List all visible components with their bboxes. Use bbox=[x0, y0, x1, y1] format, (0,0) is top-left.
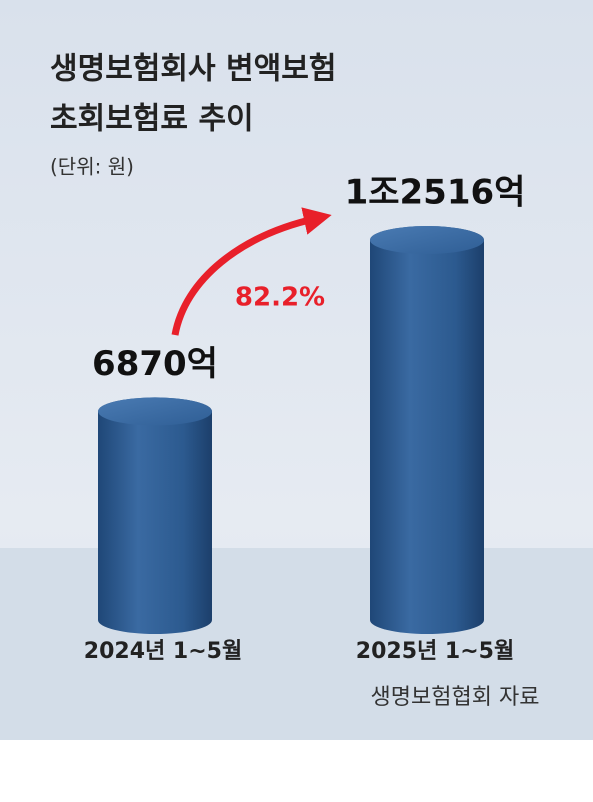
source: 생명보험협회 자료 bbox=[371, 685, 540, 710]
bar-top bbox=[370, 226, 484, 254]
growth-label: 82.2% bbox=[235, 283, 325, 313]
bar-top bbox=[98, 397, 212, 426]
growth-arrow bbox=[171, 207, 332, 336]
value-label: 6870억 bbox=[92, 344, 218, 384]
chart-title: 초회보험료 추이 bbox=[50, 102, 254, 137]
x-tick-label: 2025년 1~5월 bbox=[356, 639, 514, 664]
value-label: 1조2516억 bbox=[345, 173, 526, 213]
bar bbox=[98, 397, 212, 634]
x-tick-label: 2024년 1~5월 bbox=[84, 639, 242, 664]
unit-label: (단위: 원) bbox=[50, 155, 134, 179]
bar bbox=[370, 226, 484, 634]
chart-title: 생명보험회사 변액보험 bbox=[50, 52, 336, 87]
